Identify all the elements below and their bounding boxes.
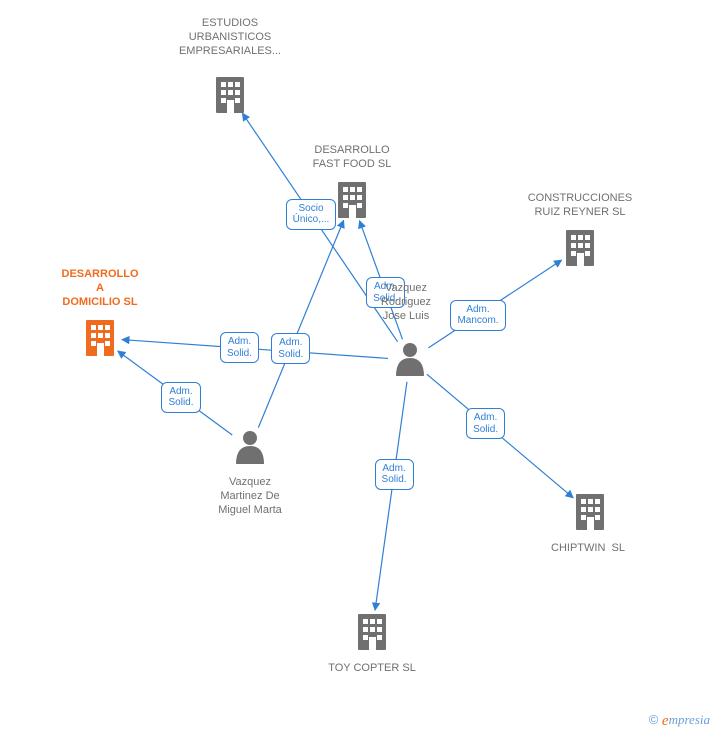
- node-label-domicilio: DESARROLLO A DOMICILIO SL: [62, 268, 139, 309]
- edge-label-joseluis-to-estudios: Socio Único,...: [286, 199, 337, 230]
- edge-label-joseluis-to-chiptwin: Adm. Solid.: [466, 408, 505, 439]
- footer-credit: © empresia: [649, 712, 710, 730]
- node-label-construcciones: CONSTRUCCIONES RUIZ REYNER SL: [528, 192, 633, 220]
- company-icon-estudios: [216, 77, 244, 113]
- edge-label-joseluis-to-construcciones: Adm. Mancom.: [450, 300, 505, 331]
- node-label-joseluis: Vazquez Rodriguez Jose Luis: [381, 282, 431, 323]
- copyright-symbol: ©: [649, 712, 662, 727]
- node-label-toycopter: TOY COPTER SL: [328, 662, 416, 676]
- company-icon-toycopter: [358, 614, 386, 650]
- company-icon-domicilio: [86, 320, 114, 356]
- node-label-estudios: ESTUDIOS URBANISTICOS EMPRESARIALES...: [179, 17, 281, 58]
- edge-label-marta-to-domicilio: Adm. Solid.: [161, 382, 200, 413]
- node-label-chiptwin: CHIPTWIN SL: [551, 542, 625, 556]
- footer-logo-initial: e: [662, 713, 669, 729]
- person-icon-joseluis: [396, 343, 424, 376]
- company-icon-chiptwin: [576, 494, 604, 530]
- node-label-marta: Vazquez Martinez De Miguel Marta: [218, 476, 282, 517]
- node-label-fastfood: DESARROLLO FAST FOOD SL: [313, 144, 392, 172]
- edge-label-joseluis-to-domicilio: Adm. Solid.: [220, 332, 259, 363]
- edge-marta-to-fastfood: [258, 220, 343, 427]
- company-icon-fastfood: [338, 182, 366, 218]
- person-icon-marta: [236, 431, 264, 464]
- edge-label-marta-to-fastfood: Adm. Solid.: [271, 333, 310, 364]
- edge-joseluis-to-toycopter: [375, 382, 407, 610]
- footer-logo-text: mpresia: [669, 712, 710, 727]
- diagram-canvas: [0, 0, 728, 740]
- edge-label-joseluis-to-toycopter: Adm. Solid.: [375, 459, 414, 490]
- company-icon-construcciones: [566, 230, 594, 266]
